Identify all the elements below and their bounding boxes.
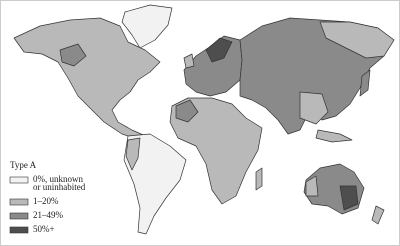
australia-southeast [339,185,359,211]
land [13,4,395,235]
legend-label: or uninhabited [33,182,86,192]
legend-swatch [9,198,29,206]
new-zealand [371,205,385,225]
south-east-asia [299,91,329,125]
scandinavia [205,37,233,63]
north-america-high [59,43,87,67]
legend-label: 1–20% [33,196,59,206]
madagascar [255,167,263,191]
britain [183,53,195,69]
legend-swatch [9,226,29,234]
australia-west [305,175,319,197]
north-east-asia [319,21,395,59]
africa [169,97,263,205]
greenland [121,4,173,49]
north-america [13,17,161,141]
legend-label: 21–49% [33,210,64,220]
japan [359,69,371,97]
legend-swatch [9,212,29,220]
south-america-west [125,137,141,171]
legend-label: 50%+ [33,224,55,234]
legend-title: Type A [10,160,37,170]
legend-swatch [9,176,29,184]
south-america [123,133,187,235]
legend-label: 0%, unknown [33,174,83,184]
africa-northwest [175,99,199,123]
indonesia [315,129,353,143]
